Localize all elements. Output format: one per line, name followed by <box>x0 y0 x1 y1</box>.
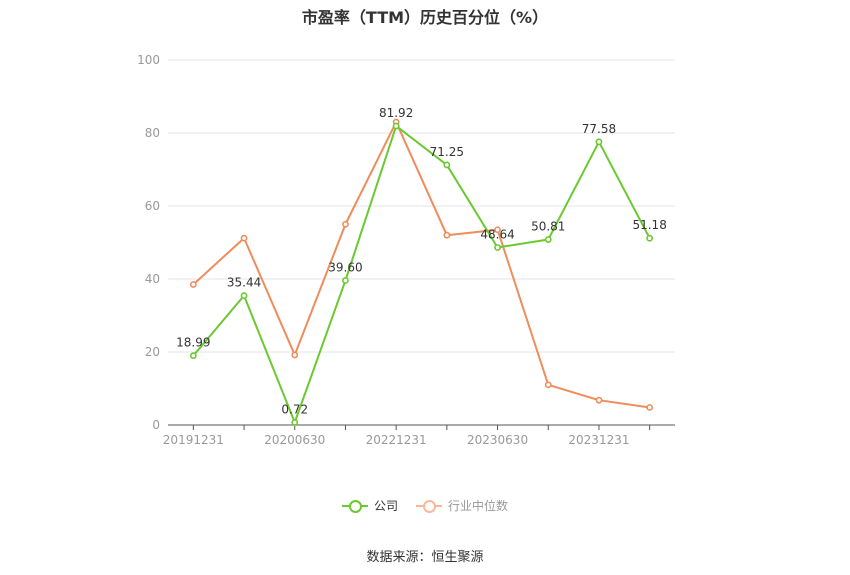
legend-swatch-industry <box>416 498 442 514</box>
data-label: 51.18 <box>632 218 666 232</box>
x-tick-label: 20230630 <box>467 433 528 447</box>
y-tick-label: 20 <box>145 345 160 359</box>
legend-swatch-company <box>341 498 368 514</box>
data-point-industry <box>291 351 299 359</box>
legend-label-industry: 行业中位数 <box>448 499 509 513</box>
data-label: 0.72 <box>281 402 308 416</box>
legend: 公司 行业中位数 <box>0 497 850 514</box>
series-line-company <box>192 124 651 424</box>
data-label: 39.60 <box>328 260 362 274</box>
data-point-industry <box>342 220 349 228</box>
data-label: 50.81 <box>531 220 565 234</box>
data-point-company <box>189 352 197 360</box>
data-point-industry <box>240 234 248 242</box>
data-label: 48.64 <box>480 227 514 241</box>
data-point-company <box>646 234 654 242</box>
axes: 0 20 40 60 80 100 20191231 20200630 20221231 2023… <box>137 53 675 447</box>
y-tick-label: 100 <box>137 53 160 67</box>
data-label: 77.58 <box>582 122 616 136</box>
grid-lines <box>168 59 675 353</box>
data-point-industry <box>494 226 501 234</box>
legend-item-company[interactable]: 公司 <box>341 497 398 514</box>
legend-label-company: 公司 <box>373 499 398 513</box>
y-tick-label: 80 <box>145 126 160 140</box>
y-tick-label: 40 <box>145 272 160 286</box>
data-point-industry <box>595 396 603 404</box>
data-point-company <box>392 122 400 130</box>
y-tick-label: 0 <box>152 418 160 432</box>
x-tick-label: 20191231 <box>163 433 224 447</box>
legend-item-industry[interactable]: 行业中位数 <box>416 497 508 514</box>
data-point-company <box>342 277 349 284</box>
data-label: 71.25 <box>430 145 464 159</box>
data-labels: 18.99 35.44 0.72 39.60 81.92 71.25 48.64 50.81 7… <box>176 106 667 416</box>
data-label: 18.99 <box>176 336 210 350</box>
data-point-industry <box>544 381 552 389</box>
x-tick-label: 20231231 <box>568 433 629 447</box>
data-label: 35.44 <box>227 276 261 290</box>
data-point-company <box>595 138 603 146</box>
data-point-industry <box>189 281 197 288</box>
data-label: 81.92 <box>379 106 413 120</box>
data-point-company <box>544 236 552 243</box>
series <box>189 118 654 426</box>
data-point-industry <box>646 404 654 411</box>
series-line-industry <box>192 121 650 409</box>
x-tick-label: 20200630 <box>264 433 325 447</box>
data-point-company <box>494 244 501 251</box>
data-point-company <box>443 161 451 169</box>
y-tick-label: 60 <box>145 199 160 213</box>
data-point-industry <box>443 231 451 239</box>
data-point-company <box>291 418 299 426</box>
data-point-company <box>240 292 248 300</box>
x-tick-label: 20221231 <box>366 433 427 447</box>
data-source: 数据来源：恒生聚源 <box>366 550 484 565</box>
chart-title: 市盈率（TTM）历史百分位（%） <box>301 8 549 27</box>
